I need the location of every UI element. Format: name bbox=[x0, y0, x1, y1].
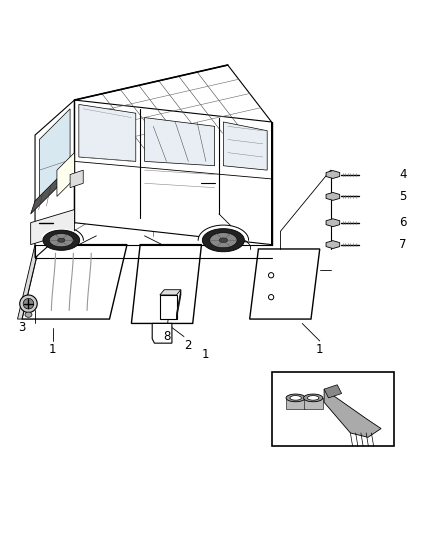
Polygon shape bbox=[250, 249, 320, 319]
Polygon shape bbox=[290, 395, 301, 400]
Text: 1: 1 bbox=[316, 343, 324, 356]
Polygon shape bbox=[304, 394, 323, 402]
Polygon shape bbox=[202, 229, 244, 252]
Polygon shape bbox=[145, 118, 215, 166]
Polygon shape bbox=[223, 122, 267, 170]
Polygon shape bbox=[324, 389, 381, 437]
Polygon shape bbox=[49, 233, 73, 247]
Polygon shape bbox=[35, 100, 74, 258]
Text: 8: 8 bbox=[163, 330, 170, 343]
Polygon shape bbox=[39, 109, 70, 201]
Polygon shape bbox=[326, 171, 340, 179]
Polygon shape bbox=[160, 290, 181, 295]
Text: 2: 2 bbox=[184, 339, 192, 352]
Polygon shape bbox=[304, 398, 323, 409]
Polygon shape bbox=[324, 385, 342, 398]
Polygon shape bbox=[70, 170, 83, 188]
Polygon shape bbox=[286, 398, 305, 409]
Polygon shape bbox=[79, 104, 136, 161]
Text: 6: 6 bbox=[399, 216, 407, 229]
Polygon shape bbox=[326, 219, 340, 227]
Polygon shape bbox=[131, 245, 201, 324]
Polygon shape bbox=[307, 395, 319, 400]
Polygon shape bbox=[43, 230, 80, 251]
Polygon shape bbox=[268, 273, 274, 278]
Text: 7: 7 bbox=[399, 238, 407, 251]
Polygon shape bbox=[272, 372, 394, 446]
Polygon shape bbox=[57, 152, 74, 197]
Text: 1: 1 bbox=[202, 348, 210, 361]
Polygon shape bbox=[326, 192, 340, 200]
Polygon shape bbox=[74, 65, 272, 157]
Polygon shape bbox=[152, 324, 172, 343]
Polygon shape bbox=[160, 295, 177, 319]
Polygon shape bbox=[268, 295, 274, 300]
Text: 3: 3 bbox=[18, 321, 25, 334]
Polygon shape bbox=[198, 225, 249, 240]
Polygon shape bbox=[74, 100, 272, 245]
Text: 4: 4 bbox=[399, 168, 407, 181]
Polygon shape bbox=[23, 298, 34, 309]
Polygon shape bbox=[286, 394, 305, 402]
Text: 1: 1 bbox=[49, 343, 57, 356]
Polygon shape bbox=[177, 290, 181, 319]
Polygon shape bbox=[22, 245, 127, 319]
Polygon shape bbox=[58, 238, 65, 242]
Polygon shape bbox=[39, 227, 83, 240]
Polygon shape bbox=[18, 245, 39, 319]
Polygon shape bbox=[41, 229, 81, 237]
Polygon shape bbox=[326, 241, 340, 248]
Polygon shape bbox=[31, 174, 61, 214]
Polygon shape bbox=[210, 233, 237, 248]
Polygon shape bbox=[31, 209, 74, 245]
Polygon shape bbox=[219, 238, 228, 243]
Polygon shape bbox=[20, 295, 37, 312]
Text: 5: 5 bbox=[399, 190, 406, 203]
Polygon shape bbox=[25, 312, 32, 317]
